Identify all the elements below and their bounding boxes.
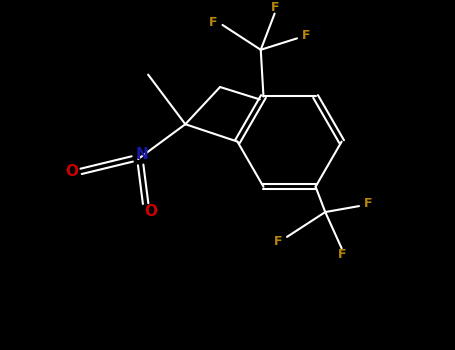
Text: N: N (136, 147, 148, 162)
Text: F: F (302, 29, 310, 42)
Text: F: F (209, 16, 218, 29)
Text: F: F (270, 1, 279, 14)
Text: O: O (144, 204, 157, 218)
Text: O: O (66, 164, 79, 179)
Text: F: F (337, 248, 346, 261)
Text: F: F (274, 235, 283, 248)
Text: F: F (364, 197, 372, 210)
